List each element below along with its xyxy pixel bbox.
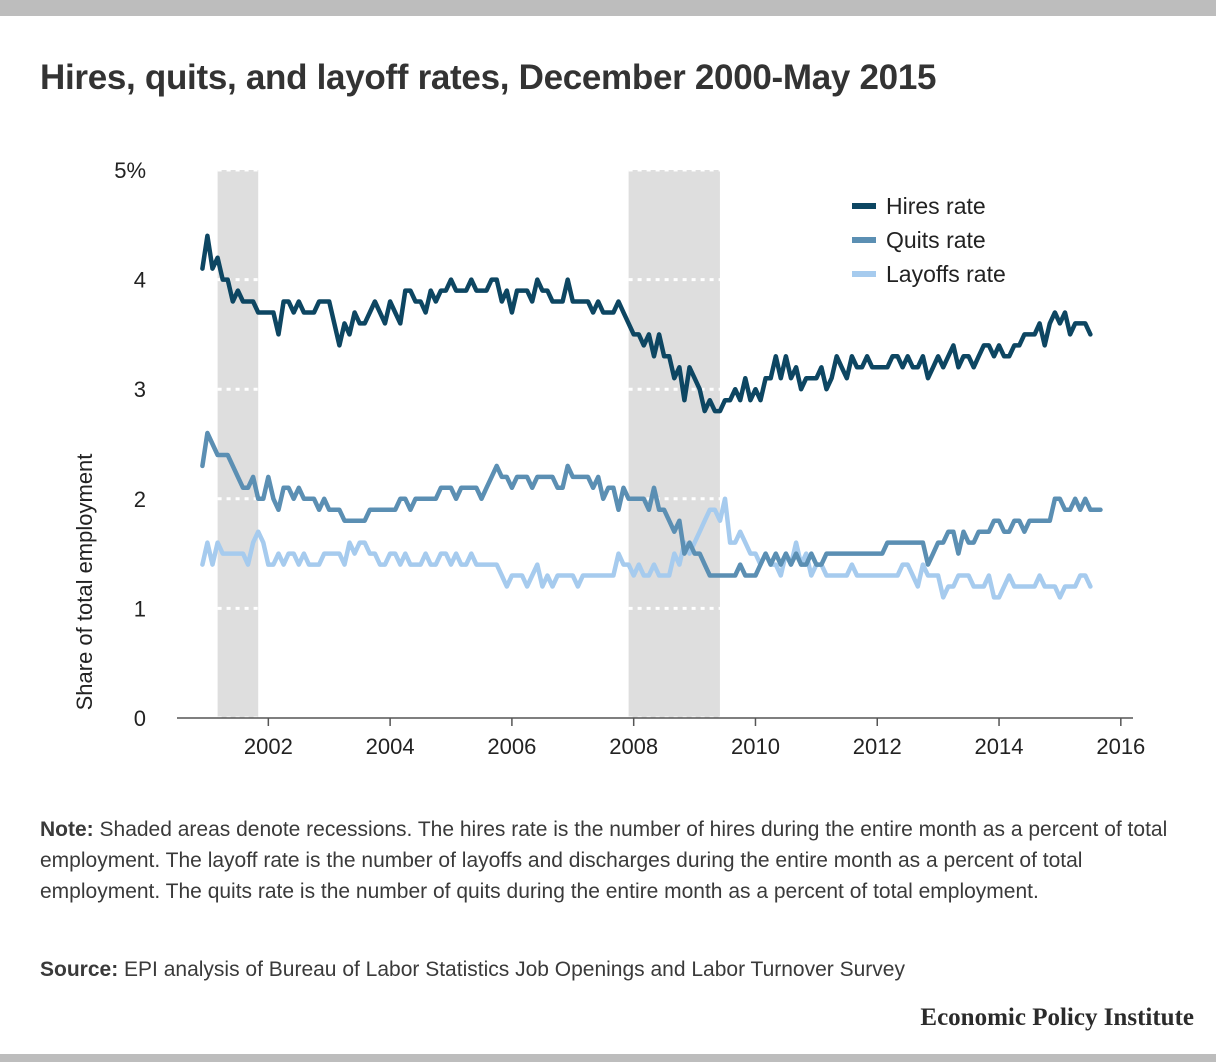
line-chart: 2002 2004 2006 2008 2010 2012 2014 2016012345% … [72,158,1145,759]
chart-title: Hires, quits, and layoff rates, December… [40,58,937,97]
x-tick-label-2002: 2002 [244,734,293,759]
legend-label-layoffs-rate: Layoffs rate [886,261,1006,287]
data-series [200,233,1103,600]
y-axis-label: Share of total employment [72,454,97,711]
quits-rate-line [200,430,1103,578]
note-label: Note: [40,818,94,841]
axes: 2002 2004 2006 2008 2010 2012 2014 2016 0 1 2 3 4 5% [114,158,1145,759]
hires-rate-line [200,233,1093,414]
legend: Hires rate Quits rate Layoffs rate [852,193,1006,287]
source: Source: EPI analysis of Bureau of Labor … [40,956,1190,984]
y-tick-label-0: 0 [134,706,146,731]
organization-logo: Economic Policy Institute [920,1004,1194,1031]
recession-band-1 [217,170,259,718]
legend-label-hires-rate: Hires rate [886,193,986,219]
layoffs-rate-line [200,496,1093,600]
note-text: Shaded areas denote recessions. The hire… [40,818,1168,903]
y-tick-label-4: 4 [134,268,146,293]
recession-shading [217,170,720,718]
bottom-bar [0,1054,1216,1062]
x-tick-label-2004: 2004 [366,734,415,759]
y-tick-label-5: 5% [114,158,146,183]
x-tick-label-2008: 2008 [609,734,658,759]
top-bar [0,0,1216,16]
note: Note: Shaded areas denote recessions. Th… [40,814,1190,907]
recession-band-2 [628,170,720,718]
x-tick-label-2014: 2014 [975,734,1024,759]
source-label: Source: [40,958,119,981]
x-tick-label-2006: 2006 [487,734,536,759]
x-tick-label-2016: 2016 [1096,734,1145,759]
legend-label-quits-rate: Quits rate [886,227,986,253]
x-tick-label-2010: 2010 [731,734,780,759]
y-tick-label-3: 3 [134,377,146,402]
y-tick-label-2: 2 [134,487,146,512]
x-tick-label-2012: 2012 [853,734,902,759]
source-text: EPI analysis of Bureau of Labor Statisti… [124,958,905,981]
y-tick-label-1: 1 [134,596,146,621]
